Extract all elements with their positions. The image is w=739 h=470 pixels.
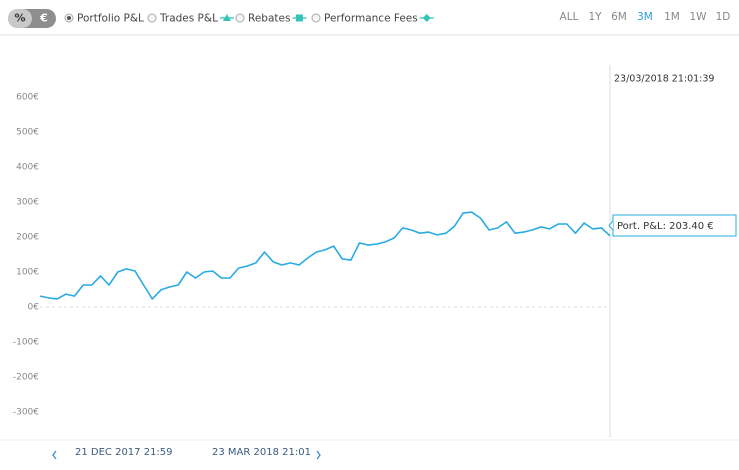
tooltip-date-box	[612, 68, 718, 89]
y-tick-label: -300€	[13, 408, 39, 418]
range-button[interactable]: 1W	[689, 11, 707, 23]
nav-start: 21 DEC 2017 21:59	[75, 447, 173, 458]
y-tick-label: 0€	[28, 303, 40, 313]
range-button[interactable]: 6M	[611, 11, 627, 23]
y-tick-label: 200€	[16, 233, 39, 243]
nav-end: 23 MAR 2018 21:01	[212, 447, 311, 458]
diamond-icon	[422, 14, 431, 22]
range-button[interactable]: ALL	[560, 11, 579, 23]
toggle-active	[8, 9, 32, 28]
prev-icon[interactable]	[52, 450, 57, 460]
range-button[interactable]: 1M	[664, 11, 680, 23]
toggle-option[interactable]: %	[14, 12, 25, 25]
square-icon	[295, 14, 303, 22]
legend-radio[interactable]	[235, 13, 245, 23]
next-icon[interactable]	[316, 450, 321, 460]
legend-radio[interactable]	[147, 13, 157, 23]
range-button[interactable]: 3M	[637, 11, 653, 23]
y-tick-label: 500€	[16, 128, 39, 138]
y-tick-label: 400€	[16, 163, 39, 173]
legend-label[interactable]: Portfolio P&L	[77, 13, 144, 25]
legend-label[interactable]: Rebates	[248, 13, 290, 25]
legend-label[interactable]: Trades P&L	[159, 13, 218, 25]
toggle-option[interactable]: €	[39, 12, 48, 25]
y-tick-label: 100€	[16, 268, 39, 278]
line-series	[39, 211, 611, 300]
tooltip-pointer	[608, 220, 614, 231]
y-tick-label: 300€	[16, 198, 39, 208]
legend-label[interactable]: Performance Fees	[324, 13, 418, 25]
tooltip-date: 23/03/2018 21:01:39	[614, 74, 714, 85]
legend-radio-dot	[67, 16, 71, 20]
range-button[interactable]: 1Y	[588, 11, 602, 23]
range-button[interactable]: 1D	[716, 11, 731, 23]
y-tick-label: -200€	[13, 373, 39, 383]
triangle-icon	[222, 14, 231, 21]
tooltip-label: Port. P&L: 203.40 €	[617, 221, 714, 232]
y-tick-label: 600€	[16, 93, 39, 103]
y-tick-label: -100€	[13, 338, 39, 348]
legend-radio[interactable]	[311, 13, 321, 23]
